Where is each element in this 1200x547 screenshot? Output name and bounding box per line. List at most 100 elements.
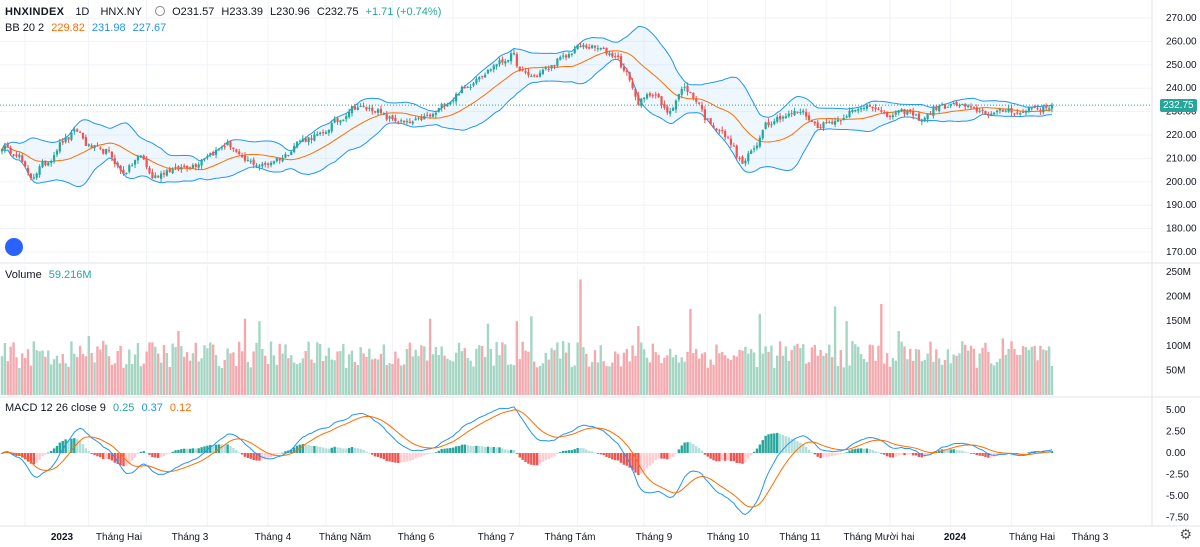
symbol-name[interactable]: HNXINDEX: [5, 6, 65, 18]
candle-body: [891, 115, 895, 118]
candle-body: [232, 147, 235, 150]
macd-hist-bar: [454, 446, 458, 453]
volume-bar: [382, 344, 386, 395]
volume-tick-label: 200M: [1166, 292, 1191, 303]
volume-tick-label: 100M: [1166, 341, 1191, 352]
candle-body: [133, 160, 137, 165]
candle-body: [186, 165, 189, 169]
volume-bar: [431, 354, 435, 395]
macd-hist-bar: [697, 448, 701, 453]
candle-body: [327, 129, 330, 133]
macd-hist-bar: [102, 453, 105, 460]
volume-bar: [807, 362, 811, 395]
volume-bar: [602, 361, 605, 395]
volume-bar: [732, 355, 736, 395]
time-tick-label: Tháng 9: [636, 532, 673, 543]
volume-bar: [55, 355, 59, 395]
candle-body: [712, 125, 715, 128]
interval[interactable]: 1D: [75, 6, 90, 18]
macd-hist-bar: [819, 453, 822, 459]
candle-body: [177, 166, 180, 170]
macd-hist-bar: [492, 447, 495, 453]
macd-hist-bar: [504, 449, 507, 453]
volume-bar: [900, 341, 903, 395]
price-axis[interactable]: 270.00 260.00 250.00 240.00 230.00 220.00 210.…: [1151, 0, 1197, 526]
brand-logo-icon: [5, 238, 23, 256]
macd-hist-bar: [177, 449, 180, 453]
candle-body: [752, 148, 756, 150]
candle-body: [9, 147, 12, 154]
candle-body: [755, 145, 759, 149]
candle-body: [162, 172, 166, 175]
macd-hist-bar: [541, 453, 545, 462]
volume-bar: [767, 351, 770, 395]
macd-hist-bar: [628, 453, 631, 468]
macd-hist-bar: [394, 453, 397, 463]
volume-bar: [480, 345, 484, 395]
volume-bar: [379, 353, 383, 395]
macd-hist-bar: [336, 447, 339, 453]
bb-legend[interactable]: BB 20 2 229.82 231.98 227.67: [5, 22, 170, 34]
candle-body: [857, 109, 860, 111]
candle-body: [608, 53, 611, 56]
candle-body: [648, 93, 652, 96]
candle-body: [110, 151, 114, 158]
candle-body: [90, 145, 93, 148]
candle-body: [249, 160, 252, 162]
volume-bar: [156, 353, 160, 395]
volume-bar: [593, 350, 597, 395]
time-tick-label: Tháng 3: [172, 532, 209, 543]
macd-hist-bar: [796, 441, 799, 453]
time-axis[interactable]: 2023 Tháng Hai Tháng 3 Tháng 4 Tháng Năm Thán…: [0, 525, 1200, 543]
volume-bar: [816, 355, 819, 395]
candle-body: [0, 148, 4, 152]
bb-mid-value: 229.82: [51, 22, 85, 34]
gear-icon[interactable]: ⚙: [1179, 526, 1192, 542]
candle-body: [521, 69, 524, 71]
candle-body: [553, 65, 556, 67]
macd-hist-bar: [877, 452, 880, 453]
volume-bar: [1001, 338, 1005, 395]
macd-hist-bar: [44, 453, 47, 455]
macd-hist-bar: [87, 451, 90, 453]
volume-bar: [168, 366, 171, 395]
time-tick-label: Tháng 3: [1072, 532, 1109, 543]
volume-bar: [998, 358, 1002, 395]
volume-bar: [848, 365, 851, 395]
macd-hist-bar: [78, 440, 82, 453]
time-tick-label: Tháng Hai: [96, 532, 142, 543]
macd-hist-bar: [301, 444, 305, 453]
volume-bar: [856, 346, 860, 395]
candle-body: [26, 167, 30, 174]
volume-bar: [316, 342, 319, 395]
volume-bar: [839, 350, 843, 395]
macd-hist-bar: [359, 448, 362, 453]
volume-bar: [622, 352, 626, 395]
candle-body: [585, 45, 588, 48]
volume-bar: [38, 351, 41, 395]
volume-bar: [18, 367, 21, 395]
volume-bar: [449, 360, 452, 395]
macd-hist-bar: [958, 450, 961, 453]
macd-hist-bar: [165, 453, 169, 455]
volume-bar: [721, 351, 724, 395]
candle-body: [943, 104, 947, 109]
macd-legend[interactable]: MACD 12 26 close 9 0.25 0.37 0.12: [5, 402, 195, 414]
candle-body: [541, 69, 545, 74]
volume-bar: [680, 357, 683, 395]
volume-bar: [770, 345, 773, 395]
macd-hist-bar: [906, 453, 909, 455]
candle-body: [599, 47, 602, 50]
macd-hist-bar: [385, 453, 388, 462]
macd-hist-bar: [408, 453, 412, 462]
macd-hist-bar: [550, 453, 553, 458]
volume-legend[interactable]: Volume 59.216M: [5, 269, 96, 281]
candle-body: [932, 107, 935, 116]
macd-hist-bar: [347, 448, 351, 453]
candle-body: [24, 161, 27, 167]
candle-body: [949, 103, 952, 106]
volume-bar: [995, 361, 999, 395]
volume-bar: [674, 354, 678, 395]
candle-body: [680, 88, 683, 95]
